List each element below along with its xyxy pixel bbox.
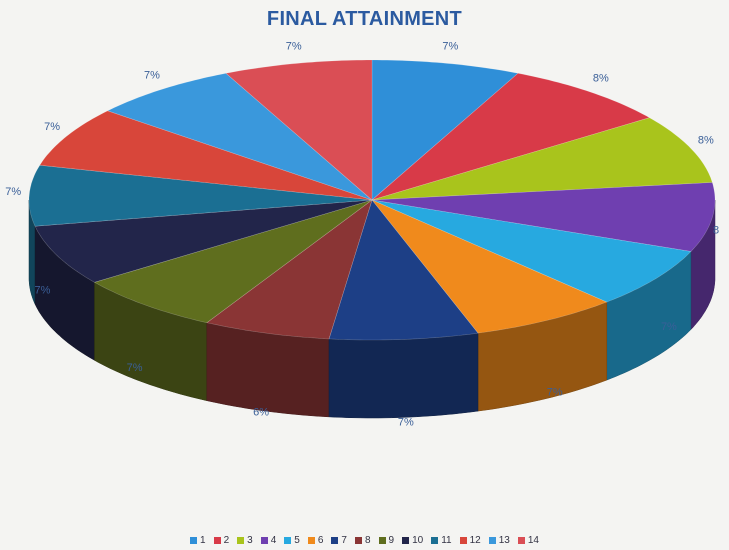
legend-label: 2 bbox=[224, 535, 230, 546]
legend-swatch bbox=[331, 537, 338, 544]
legend-swatch bbox=[308, 537, 315, 544]
legend-item-8: 8 bbox=[355, 535, 371, 546]
legend-swatch bbox=[402, 537, 409, 544]
slice-label-5: 7% bbox=[661, 321, 677, 333]
legend-label: 4 bbox=[271, 535, 277, 546]
legend-item-4: 4 bbox=[261, 535, 277, 546]
legend-item-3: 3 bbox=[237, 535, 253, 546]
legend-item-14: 14 bbox=[518, 535, 539, 546]
pie-side-7 bbox=[329, 333, 478, 418]
legend-label: 14 bbox=[528, 535, 539, 546]
legend-swatch bbox=[518, 537, 525, 544]
legend-swatch bbox=[355, 537, 362, 544]
legend-label: 3 bbox=[247, 535, 253, 546]
legend-item-12: 12 bbox=[460, 535, 481, 546]
legend-swatch bbox=[190, 537, 197, 544]
legend-swatch bbox=[460, 537, 467, 544]
legend-label: 7 bbox=[341, 535, 347, 546]
slice-label-4: 8 bbox=[713, 225, 719, 237]
legend-label: 10 bbox=[412, 535, 423, 546]
legend-swatch bbox=[431, 537, 438, 544]
slice-label-6: 7% bbox=[547, 387, 563, 399]
slice-label-9: 7% bbox=[127, 362, 143, 374]
pie-top-slices bbox=[29, 60, 715, 340]
legend-item-7: 7 bbox=[331, 535, 347, 546]
legend-swatch bbox=[379, 537, 386, 544]
legend-swatch bbox=[237, 537, 244, 544]
legend-item-9: 9 bbox=[379, 535, 395, 546]
slice-label-13: 7% bbox=[144, 69, 160, 81]
legend-swatch bbox=[214, 537, 221, 544]
legend-item-13: 13 bbox=[489, 535, 510, 546]
slice-label-14: 7% bbox=[286, 41, 302, 53]
legend-label: 8 bbox=[365, 535, 371, 546]
legend-item-10: 10 bbox=[402, 535, 423, 546]
legend-swatch bbox=[261, 537, 268, 544]
legend: 1 2 3 4 5 6 7 8 9 10 11 12 13 14 bbox=[0, 535, 729, 546]
legend-label: 13 bbox=[499, 535, 510, 546]
legend-label: 11 bbox=[441, 535, 451, 546]
legend-label: 12 bbox=[470, 535, 481, 546]
legend-label: 9 bbox=[389, 535, 395, 546]
slice-label-10: 7% bbox=[35, 285, 51, 297]
legend-label: 6 bbox=[318, 535, 324, 546]
legend-item-1: 1 bbox=[190, 535, 206, 546]
slice-label-11: 7% bbox=[5, 186, 21, 198]
legend-item-2: 2 bbox=[214, 535, 230, 546]
legend-item-11: 11 bbox=[431, 535, 451, 546]
legend-label: 5 bbox=[294, 535, 300, 546]
slice-label-3: 8% bbox=[698, 134, 714, 146]
slice-label-8: 6% bbox=[253, 407, 269, 419]
slice-label-7: 7% bbox=[398, 416, 414, 428]
legend-swatch bbox=[489, 537, 496, 544]
slice-label-2: 8% bbox=[593, 72, 609, 84]
slice-label-1: 7% bbox=[442, 41, 458, 53]
legend-swatch bbox=[284, 537, 291, 544]
slice-label-12: 7% bbox=[44, 121, 60, 133]
legend-item-5: 5 bbox=[284, 535, 300, 546]
legend-label: 1 bbox=[200, 535, 206, 546]
legend-item-6: 6 bbox=[308, 535, 324, 546]
